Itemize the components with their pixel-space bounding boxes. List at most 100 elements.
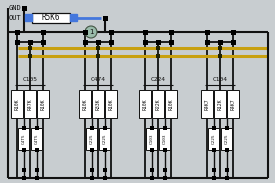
Bar	[15, 40, 20, 44]
Bar	[21, 148, 26, 152]
Bar	[34, 168, 38, 172]
Bar	[79, 90, 91, 118]
Bar	[211, 176, 216, 180]
Bar	[103, 176, 106, 180]
Bar	[224, 176, 229, 180]
Bar	[230, 29, 235, 35]
Bar	[208, 128, 219, 150]
Text: C105: C105	[23, 77, 37, 82]
Bar	[150, 176, 153, 180]
Bar	[224, 168, 229, 172]
Text: R47K: R47K	[28, 98, 32, 110]
Bar	[169, 29, 174, 35]
Bar	[142, 40, 147, 44]
Bar	[70, 14, 77, 21]
Bar	[103, 126, 106, 130]
Bar	[205, 29, 210, 35]
Bar	[139, 90, 151, 118]
Bar	[218, 54, 222, 58]
Bar	[34, 148, 38, 152]
Bar	[21, 176, 26, 180]
Text: R4K7: R4K7	[230, 98, 235, 110]
Bar	[152, 90, 164, 118]
Bar	[15, 29, 20, 35]
Bar	[150, 148, 153, 152]
Bar	[205, 40, 210, 44]
Text: R5K6: R5K6	[42, 14, 60, 23]
Bar	[105, 90, 117, 118]
Bar	[150, 126, 153, 130]
Text: C4T5: C4T5	[21, 134, 26, 144]
Bar	[156, 46, 160, 50]
Text: C224: C224	[150, 77, 166, 82]
Bar	[96, 46, 100, 50]
Bar	[28, 46, 32, 50]
Bar	[150, 168, 153, 172]
Bar	[156, 54, 160, 58]
Bar	[165, 90, 177, 118]
Bar	[142, 29, 147, 35]
Bar	[156, 46, 160, 50]
Bar	[103, 168, 106, 172]
Text: C104: C104	[213, 77, 227, 82]
Bar	[99, 128, 110, 150]
Text: C474: C474	[90, 77, 106, 82]
Bar	[89, 126, 94, 130]
Bar	[109, 40, 114, 44]
Bar	[28, 54, 32, 58]
Text: R10K: R10K	[142, 98, 147, 110]
Bar	[92, 90, 104, 118]
Text: OUT: OUT	[9, 15, 22, 21]
Text: R22K: R22K	[155, 98, 161, 110]
Text: R10K: R10K	[82, 98, 87, 110]
Bar	[40, 29, 45, 35]
Bar	[25, 14, 32, 21]
Bar	[34, 176, 38, 180]
Bar	[224, 126, 229, 130]
Bar	[211, 126, 216, 130]
Bar	[163, 176, 166, 180]
Text: C103: C103	[150, 134, 153, 144]
Bar	[21, 126, 26, 130]
Bar	[89, 168, 94, 172]
Text: R33K: R33K	[95, 98, 100, 110]
Bar	[214, 90, 226, 118]
Bar	[221, 128, 232, 150]
Bar	[109, 29, 114, 35]
Bar	[82, 40, 87, 44]
Text: R10K: R10K	[15, 98, 20, 110]
Bar	[21, 168, 26, 172]
Text: R12K: R12K	[218, 98, 222, 110]
Text: R10K: R10K	[169, 98, 174, 110]
Text: C4T5: C4T5	[34, 134, 38, 144]
Bar	[224, 148, 229, 152]
Bar	[82, 29, 87, 35]
Bar	[18, 128, 29, 150]
Bar	[89, 176, 94, 180]
Bar	[218, 40, 222, 44]
Bar	[24, 90, 36, 118]
Circle shape	[85, 26, 97, 38]
Bar	[37, 90, 49, 118]
Text: R10K: R10K	[40, 98, 45, 110]
Bar	[31, 128, 42, 150]
Text: R4K7: R4K7	[205, 98, 210, 110]
Text: C225: C225	[224, 134, 229, 144]
Bar	[227, 90, 239, 118]
Bar	[11, 90, 23, 118]
Text: C103: C103	[163, 134, 166, 144]
Text: C225: C225	[103, 134, 106, 144]
Text: 1: 1	[89, 29, 93, 35]
Bar	[32, 13, 70, 23]
Bar	[95, 40, 100, 44]
Text: GND: GND	[9, 5, 22, 11]
Text: C225: C225	[89, 134, 94, 144]
Text: R10K: R10K	[109, 98, 114, 110]
Bar	[40, 40, 45, 44]
Bar	[163, 168, 166, 172]
Bar	[163, 126, 166, 130]
Bar	[146, 128, 157, 150]
Bar	[28, 40, 32, 44]
Bar	[28, 46, 32, 50]
Bar	[211, 148, 216, 152]
